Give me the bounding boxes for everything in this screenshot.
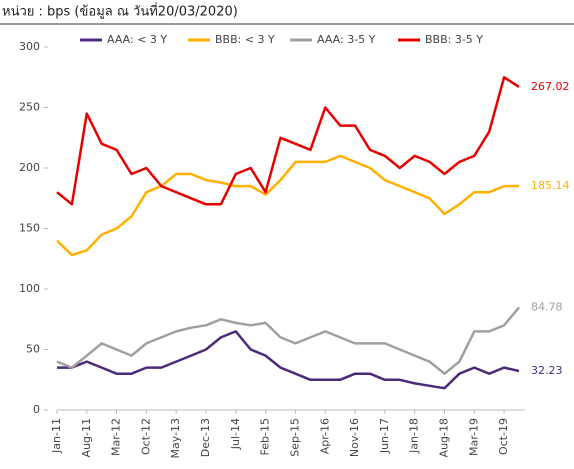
chart-title: หน่วย : bps (ข้อมูล ณ วันที่20/03/2020)	[2, 3, 238, 20]
x-tick-label: Oct-12	[139, 418, 152, 455]
end-value-label: 267.02	[531, 80, 570, 93]
series-line	[56, 154, 520, 257]
y-tick-label: 300	[19, 40, 40, 53]
legend-label: BBB: 3-5 Y	[425, 33, 483, 46]
series-line	[56, 306, 520, 375]
y-tick-label: 50	[26, 343, 40, 356]
y-tick-label: 150	[19, 222, 40, 235]
x-tick-label: Nov-16	[348, 418, 361, 457]
x-tick-label: Sep-15	[288, 418, 301, 457]
end-value-label: 32.23	[531, 364, 563, 377]
x-tick-label: Apr-16	[318, 418, 331, 454]
x-tick-label: Oct-19	[497, 418, 510, 455]
x-tick-label: Aug-11	[80, 418, 93, 457]
end-value-label: 84.78	[531, 300, 563, 313]
x-tick-label: Jan-11	[50, 418, 63, 454]
legend-label: AAA: < 3 Y	[107, 33, 167, 46]
y-tick-label: 100	[19, 282, 40, 295]
x-tick-label: Mar-12	[110, 418, 123, 456]
x-tick-label: Aug-18	[437, 418, 450, 457]
x-tick-label: Dec-13	[199, 418, 212, 457]
x-tick-label: Jan-18	[408, 418, 421, 454]
x-tick-label: Mar-19	[467, 418, 480, 456]
x-tick-label: Feb-15	[259, 418, 272, 455]
y-tick-label: 0	[33, 403, 40, 416]
end-value-label: 185.14	[531, 179, 570, 192]
x-tick-label: Jun-17	[378, 418, 391, 454]
legend-label: BBB: < 3 Y	[215, 33, 275, 46]
y-tick-label: 200	[19, 161, 40, 174]
x-tick-label: May-13	[169, 418, 182, 459]
y-tick-label: 250	[19, 101, 40, 114]
series-line	[57, 330, 520, 390]
x-tick-label: Jul-14	[229, 418, 242, 450]
series-line	[56, 76, 520, 206]
legend-label: AAA: 3-5 Y	[317, 33, 376, 46]
